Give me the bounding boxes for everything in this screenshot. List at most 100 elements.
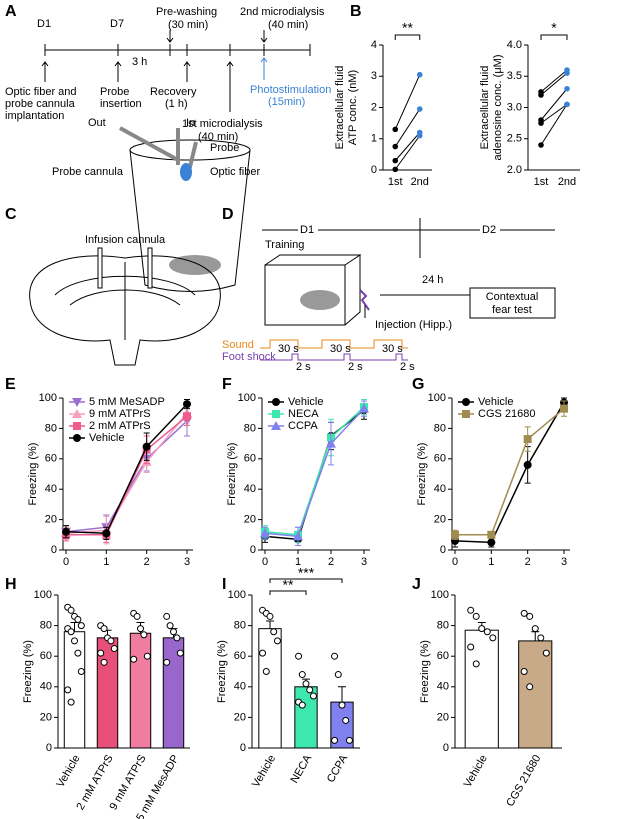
point (538, 92, 544, 98)
label: probe cannula (5, 98, 76, 110)
brain-structures (54, 262, 196, 340)
legend-label: 2 mM ATPrS (89, 420, 151, 432)
label: Out (88, 117, 106, 129)
point (110, 645, 118, 653)
point (71, 637, 78, 645)
label: D2 (482, 224, 496, 236)
panel-label: E (5, 376, 16, 393)
label: D1 (300, 224, 314, 236)
x-tick-label: 1st (388, 176, 403, 188)
series-line (264, 408, 365, 538)
point (107, 637, 115, 645)
point (77, 668, 85, 675)
y-tick-label: 20 (244, 514, 256, 526)
legend-label: CGS 21680 (478, 408, 535, 420)
bar (258, 628, 282, 749)
y-tick-label: 4.0 (507, 39, 522, 51)
point (170, 628, 177, 636)
legend-marker (73, 422, 81, 430)
point (478, 625, 486, 633)
x-tick-label: CCPA (325, 752, 351, 784)
point (416, 106, 423, 112)
panel-label: G (412, 376, 424, 393)
y-tick-label: 80 (437, 620, 449, 632)
photo-arrow (260, 57, 268, 80)
x-tick-label: Vehicle (54, 753, 82, 790)
label: 2 s (348, 361, 363, 373)
point (130, 655, 138, 663)
point (487, 530, 496, 539)
legend-label: NECA (288, 408, 319, 420)
panel-label: A (5, 3, 17, 20)
y-tick-label: 60 (437, 650, 449, 662)
y-tick-label: 80 (45, 422, 57, 434)
x-tick-label: 0 (262, 556, 268, 568)
y-tick-label: 0 (371, 164, 377, 176)
significance-bracket (269, 578, 343, 583)
probe-tip (180, 163, 192, 181)
legend-marker (462, 410, 470, 418)
y-tick-label: 40 (244, 483, 256, 495)
pair-line (394, 135, 421, 170)
series-line (65, 403, 188, 535)
point (560, 404, 568, 413)
y-tick-label: 0 (440, 544, 446, 556)
label: Photostimulation (250, 84, 331, 96)
legend-marker (72, 409, 82, 418)
y-tick-label: 60 (40, 650, 52, 662)
y-axis-label: Freezing (%) (226, 443, 238, 506)
label: (30 min) (168, 19, 208, 31)
point (342, 716, 350, 724)
label: (1 h) (165, 98, 188, 110)
point (77, 622, 85, 630)
x-tick-label: 2nd (558, 176, 576, 188)
y-tick-label: 0 (250, 544, 256, 556)
label: 2 s (400, 361, 415, 373)
day-line (262, 218, 555, 258)
y-tick-label: 40 (437, 681, 449, 693)
point (67, 628, 75, 636)
pair-line (540, 69, 568, 93)
label: Probe (100, 86, 129, 98)
label: Probe cannula (52, 166, 124, 178)
point (359, 403, 369, 413)
cannula (97, 247, 103, 289)
point (537, 634, 545, 642)
chamber (264, 254, 362, 326)
y-axis-label: Freezing (%) (216, 640, 228, 703)
x-tick-label: 2 (144, 556, 150, 568)
point (487, 538, 496, 547)
point (538, 142, 544, 148)
panel-letters: A B C D E F G H I J (5, 3, 424, 593)
y-tick-label: 20 (437, 711, 449, 723)
point (74, 615, 82, 623)
label: In (186, 117, 195, 129)
panel-label: B (350, 3, 362, 20)
point (520, 609, 528, 617)
pair-line (394, 132, 421, 161)
label: Optic fiber (210, 166, 260, 178)
point (531, 625, 539, 633)
y-tick-label: 2.5 (507, 133, 522, 145)
point (523, 435, 532, 444)
x-tick-label: 1 (295, 556, 301, 568)
x-tick-label: 1 (488, 556, 494, 568)
label: Training (265, 239, 304, 251)
legend-label: Vehicle (288, 396, 323, 408)
y-tick-label: 20 (45, 514, 57, 526)
y-tick-label: 40 (434, 483, 446, 495)
point (183, 400, 191, 409)
y-tick-label: 0 (51, 544, 57, 556)
point (97, 649, 105, 657)
point (326, 438, 336, 448)
label: implantation (5, 110, 64, 122)
y-axis-label: Extracellular fluid (479, 66, 491, 150)
significance: ** (402, 20, 413, 36)
y-tick-label: 80 (40, 620, 52, 632)
legend-label: Vehicle (89, 432, 124, 444)
x-tick-label: Vehicle (462, 753, 490, 790)
y-tick-label: 100 (34, 589, 52, 601)
label: (40 min) (198, 131, 238, 143)
x-tick-label: 2nd (411, 176, 429, 188)
